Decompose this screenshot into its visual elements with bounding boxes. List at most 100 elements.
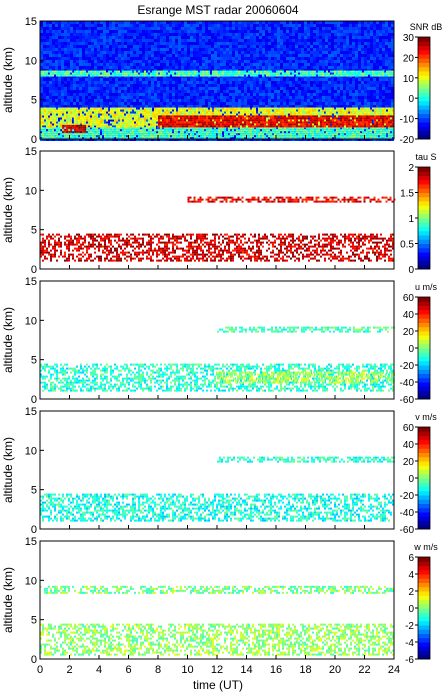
colorbar: 2 1.5 1 0.5 0	[400, 163, 431, 276]
colorbar-tick-label: 1	[408, 214, 414, 225]
y-axis-label: altitude (km)	[1, 47, 15, 113]
y-tick-label: 15	[25, 16, 37, 28]
panel-1: 0 5 10 15 altitude (km) 2 1.5 1 0.5 0 tau S	[1, 146, 437, 276]
x-tick-label: 8	[155, 664, 161, 676]
colorbar: 30 20 10 0 -10 -20	[400, 33, 431, 146]
y-tick-label: 0	[31, 134, 37, 146]
colorbar-tick-label: 6	[408, 553, 414, 564]
colorbar-tick-label: 0	[408, 265, 414, 276]
colorbar-tick-label: 0	[408, 344, 414, 355]
colorbar-tick-label: -20	[400, 135, 415, 146]
colorbar-tick-label: 40	[403, 310, 415, 321]
y-tick-label: 5	[31, 95, 37, 107]
x-tick-label: 16	[270, 664, 282, 676]
y-tick-label: 15	[25, 536, 37, 548]
x-tick-label: 20	[329, 664, 341, 676]
y-tick-label: 5	[31, 485, 37, 497]
figure-title: Esrange MST radar 20060604	[137, 3, 299, 17]
y-tick-label: 0	[31, 394, 37, 406]
y-axis-label: altitude (km)	[1, 307, 15, 373]
y-tick-label: 0	[31, 264, 37, 276]
y-axis-label: altitude (km)	[1, 177, 15, 243]
colorbar-tick-label: 30	[403, 33, 415, 44]
y-tick-label: 5	[31, 225, 37, 237]
colorbar-tick-label: -20	[400, 491, 415, 502]
colorbar-label: w m/s	[413, 542, 438, 552]
data-layer-0	[40, 623, 394, 656]
x-tick-label: 14	[240, 664, 252, 676]
colorbar-tick-label: 0.5	[400, 240, 414, 251]
data-layer-0	[40, 127, 394, 140]
colorbar-tick-label: 1.5	[400, 189, 414, 200]
y-tick-label: 10	[25, 575, 37, 587]
data-field	[40, 326, 395, 392]
colorbar: 6 4 2 0 -2 -4 -6	[405, 553, 431, 666]
colorbar-label: tau S	[415, 152, 436, 162]
y-tick-label: 5	[31, 615, 37, 627]
data-layer-2	[217, 326, 395, 333]
y-tick-label: 10	[25, 315, 37, 327]
data-field	[40, 196, 396, 262]
colorbar-tick-label: -10	[400, 115, 415, 126]
y-tick-label: 15	[25, 276, 37, 288]
y-tick-label: 0	[31, 654, 37, 666]
panel-3: 0 5 10 15 altitude (km) 60 40 20 0 -20 -40 -60 v m/s	[1, 406, 437, 536]
y-tick-label: 15	[25, 406, 37, 418]
data-layer-0	[40, 233, 394, 262]
data-field	[40, 21, 394, 141]
x-tick-label: 22	[358, 664, 370, 676]
colorbar-tick-label: 20	[403, 457, 415, 468]
y-tick-label: 10	[25, 55, 37, 67]
y-axis-label: altitude (km)	[1, 567, 15, 633]
x-tick-label: 10	[181, 664, 193, 676]
y-tick-label: 10	[25, 185, 37, 197]
colorbar-tick-label: 10	[403, 74, 415, 85]
x-tick-label: 4	[96, 664, 102, 676]
x-tick-label: 0	[37, 664, 43, 676]
colorbar-label: u m/s	[415, 282, 438, 292]
panel-2: 0 5 10 15 altitude (km) 60 40 20 0 -20 -40 -60 u m/s	[1, 276, 437, 406]
colorbar: 60 40 20 0 -20 -40 -60	[400, 293, 431, 406]
colorbar-tick-label: 0	[408, 474, 414, 485]
data-field	[40, 585, 394, 656]
data-field	[40, 456, 395, 522]
x-axis-label: time (UT)	[193, 678, 243, 692]
y-tick-label: 0	[31, 524, 37, 536]
colorbar-tick-label: -2	[405, 621, 414, 632]
colorbar-label: v m/s	[415, 412, 437, 422]
plot-area	[40, 541, 394, 659]
colorbar-tick-label: 20	[403, 327, 415, 338]
y-tick-label: 15	[25, 146, 37, 158]
panel-0: 0 5 10 15 altitude (km) 30 20 10 0 -10 -20 SNR dB	[1, 16, 442, 146]
colorbar-tick-label: 2	[408, 587, 414, 598]
data-layer-0	[40, 493, 394, 522]
colorbar-tick-label: -60	[400, 525, 415, 536]
colorbar-tick-label: 20	[403, 53, 415, 64]
data-layer-1	[217, 456, 395, 463]
colorbar: 60 40 20 0 -20 -40 -60	[400, 423, 431, 536]
data-layer-3	[62, 124, 87, 133]
data-layer-2	[158, 115, 394, 128]
y-axis-label: altitude (km)	[1, 437, 15, 503]
colorbar-tick-label: 60	[403, 293, 415, 304]
x-tick-label: 24	[388, 664, 400, 676]
colorbar-tick-label: -20	[400, 361, 415, 372]
y-tick-label: 5	[31, 355, 37, 367]
x-tick-label: 18	[299, 664, 311, 676]
data-layer-1	[187, 196, 396, 203]
colorbar-tick-label: 0	[408, 604, 414, 615]
x-tick-label: 12	[211, 664, 223, 676]
x-tick-label: 6	[125, 664, 131, 676]
y-tick-label: 10	[25, 445, 37, 457]
data-layer-4	[40, 70, 394, 77]
colorbar-tick-label: 0	[408, 94, 414, 105]
colorbar-label: SNR dB	[410, 22, 443, 32]
x-tick-label: 2	[66, 664, 72, 676]
colorbar-tick-label: 2	[408, 163, 414, 174]
colorbar-tick-label: 4	[408, 570, 414, 581]
data-layer-1	[40, 585, 394, 594]
colorbar-tick-label: -60	[400, 395, 415, 406]
